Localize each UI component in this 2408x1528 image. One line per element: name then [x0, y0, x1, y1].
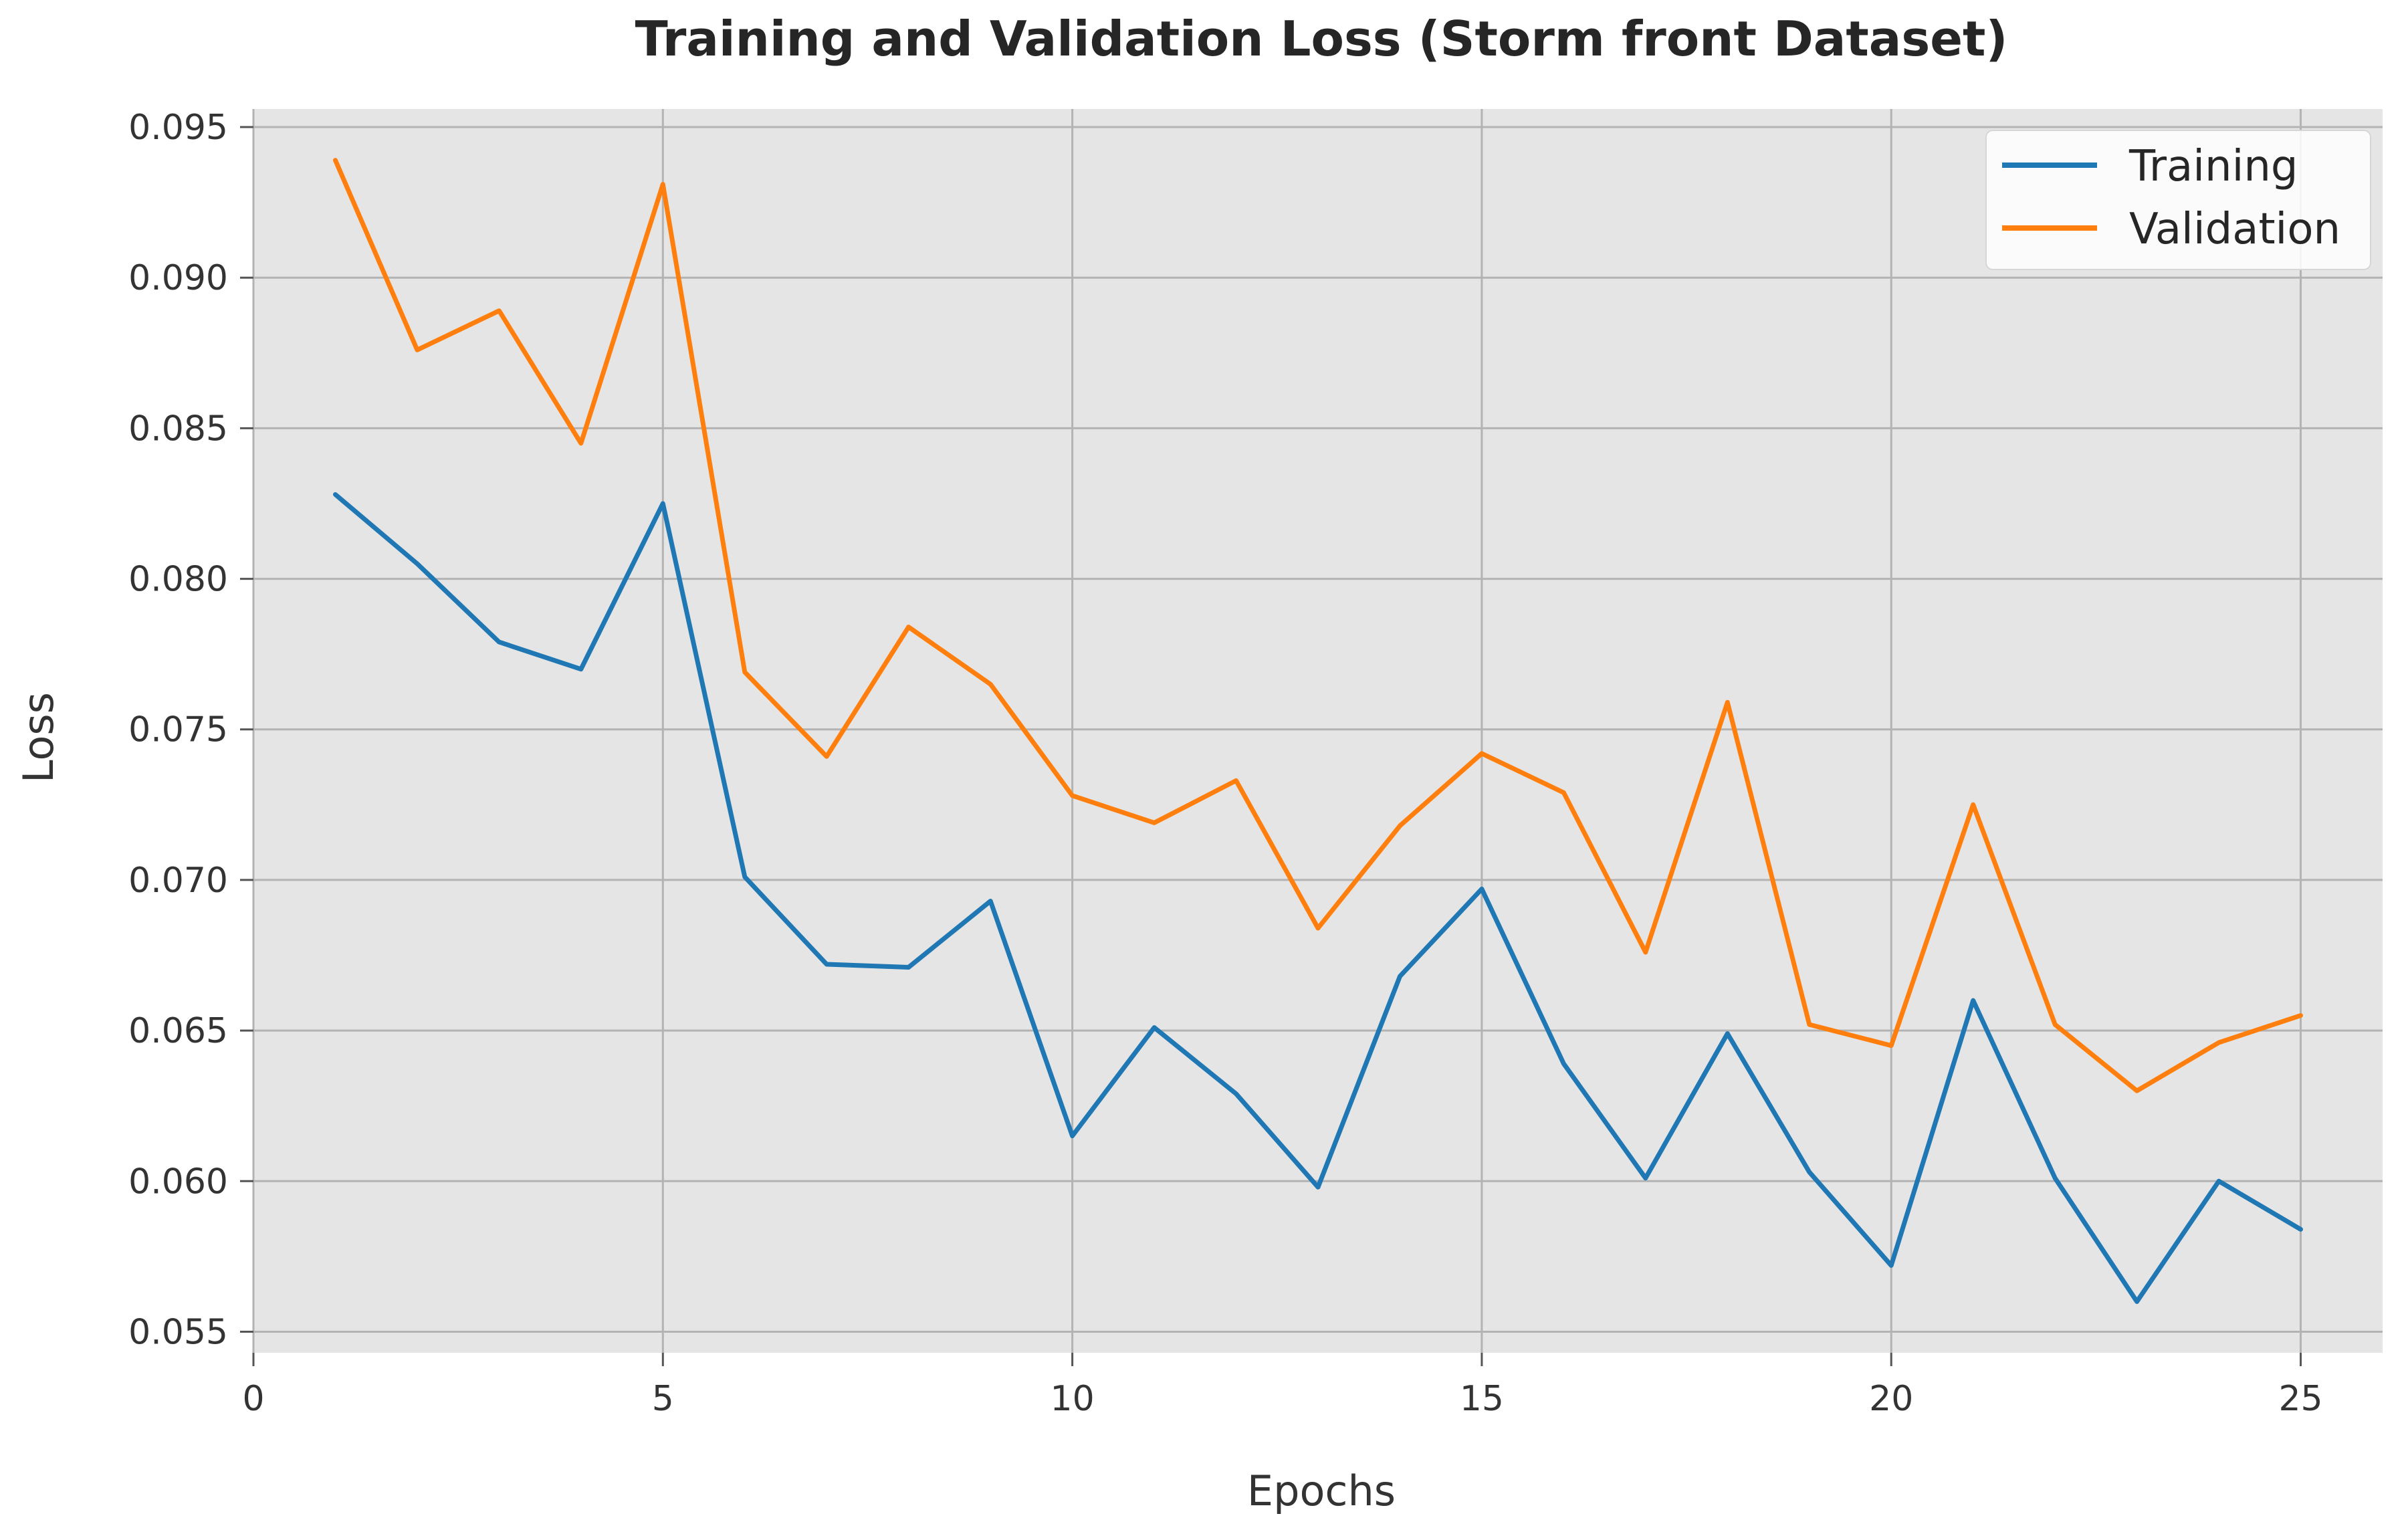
plot-area: [253, 109, 2383, 1353]
y-tick-label: 0.090: [128, 258, 228, 298]
y-tick-label: 0.085: [128, 409, 228, 449]
x-tick-label: 20: [1869, 1379, 1913, 1419]
series-line-training: [333, 492, 2303, 1304]
y-axis-label: Loss: [14, 692, 63, 783]
axes: 0 5 10 15 20 25 0.055 0.060 0.065 0.070 0.075 0.080…: [128, 108, 2322, 1419]
x-tick-label: 25: [2278, 1379, 2322, 1419]
series-lines: [333, 158, 2303, 1304]
y-tick-label: 0.060: [128, 1162, 228, 1202]
x-tick-label: 10: [1051, 1379, 1095, 1419]
x-tick-label: 15: [1460, 1379, 1504, 1419]
x-tick-label: 0: [242, 1379, 264, 1419]
y-tick-label: 0.055: [128, 1312, 228, 1352]
y-tick-label: 0.075: [128, 710, 228, 750]
y-tick-label: 0.065: [128, 1011, 228, 1051]
chart-title: Training and Validation Loss (Storm fron…: [635, 11, 2008, 67]
grid-lines: [252, 109, 2383, 1353]
y-tick-label: 0.095: [128, 108, 228, 148]
y-tick-label: 0.080: [128, 560, 228, 600]
legend: Training Validation: [1985, 130, 2371, 270]
x-axis-label: Epochs: [1247, 1466, 1396, 1515]
x-tick-label: 5: [652, 1379, 674, 1419]
legend-label-training: Training: [2128, 142, 2298, 191]
y-tick-label: 0.070: [128, 861, 228, 901]
series-line-validation: [333, 158, 2303, 1093]
legend-label-validation: Validation: [2129, 205, 2340, 254]
